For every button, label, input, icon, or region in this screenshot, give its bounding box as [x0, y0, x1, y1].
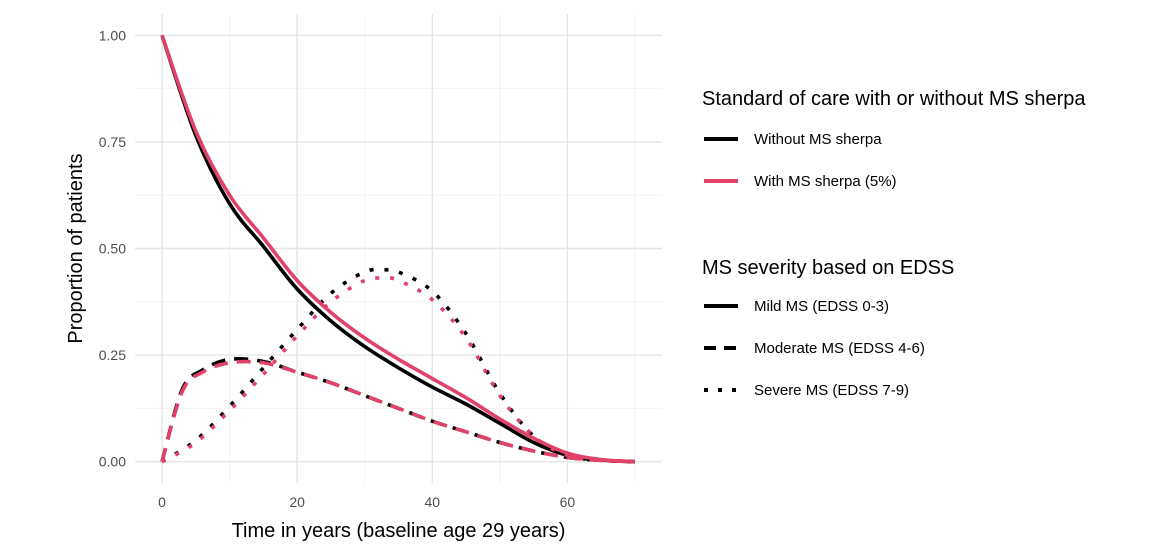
legend-label-without-sherpa: Without MS sherpa — [754, 131, 882, 148]
x-tick-label: 60 — [560, 494, 576, 510]
legend-label-mild: Mild MS (EDSS 0-3) — [754, 298, 889, 315]
tick-labels: 0 20 40 60 0.00 0.25 0.50 0.75 1.00 — [99, 27, 576, 510]
y-tick-label: 0.25 — [99, 347, 126, 363]
series-line-with-sherpa-dotted — [161, 276, 636, 464]
major-gridlines — [135, 14, 662, 483]
x-tick-label: 20 — [289, 494, 305, 510]
legend-label-with-sherpa: With MS sherpa (5%) — [754, 173, 897, 190]
legend-title-treatment: Standard of care with or without MS sher… — [702, 88, 1086, 110]
series-lines — [160, 34, 636, 464]
series-line-with-sherpa-dashed — [160, 359, 636, 464]
y-axis-title: Proportion of patients — [65, 153, 87, 343]
legend-title-severity: MS severity based on EDSS — [702, 257, 954, 279]
legend-severity: MS severity based on EDSS Mild MS (EDSS … — [702, 257, 954, 399]
y-tick-label: 0.50 — [99, 241, 126, 257]
legend-label-severe: Severe MS (EDSS 7-9) — [754, 382, 909, 399]
x-tick-label: 0 — [158, 494, 166, 510]
series-line-without-sherpa-dotted — [161, 267, 636, 464]
y-tick-label: 1.00 — [99, 27, 126, 43]
x-tick-label: 40 — [424, 494, 440, 510]
y-tick-label: 0.75 — [99, 134, 126, 150]
y-tick-label: 0.00 — [99, 454, 126, 470]
legend-label-moderate: Moderate MS (EDSS 4-6) — [754, 340, 925, 357]
x-axis-title: Time in years (baseline age 29 years) — [232, 520, 566, 542]
legend-treatment: Standard of care with or without MS sher… — [702, 88, 1086, 190]
